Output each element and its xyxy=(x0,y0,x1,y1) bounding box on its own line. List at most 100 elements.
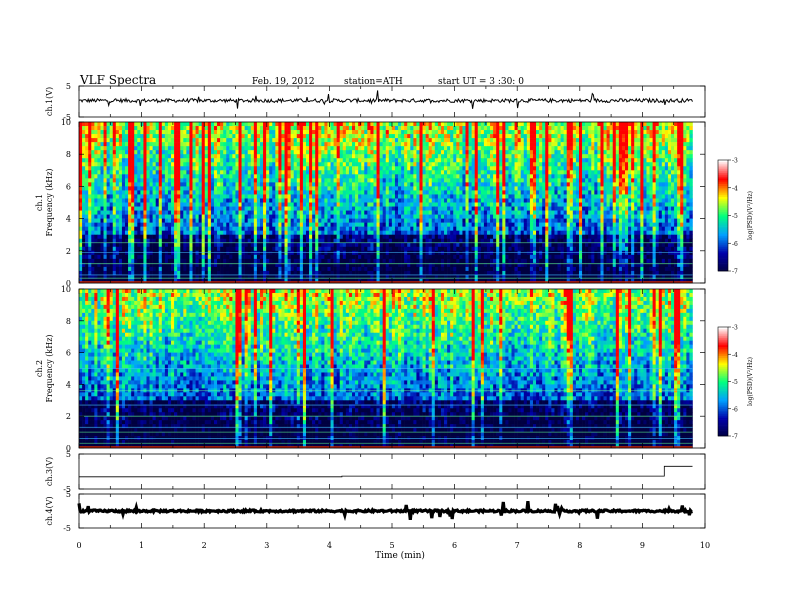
heatmap-cell xyxy=(431,126,436,131)
heatmap-cell xyxy=(327,194,331,199)
heatmap-cell xyxy=(628,194,632,199)
heatmap-cell xyxy=(637,138,641,143)
heatmap-cell xyxy=(431,174,436,179)
heatmap-cell xyxy=(459,170,463,175)
heatmap-cell xyxy=(563,138,568,143)
heatmap-cell xyxy=(250,174,255,179)
heatmap-cell xyxy=(278,174,282,179)
heatmap-cell xyxy=(459,150,463,155)
heatmap-cell xyxy=(217,170,221,175)
heatmap-cell xyxy=(499,178,503,183)
heatmap-cell xyxy=(125,122,129,127)
heatmap-cell xyxy=(634,138,638,143)
heatmap-cell xyxy=(315,162,319,167)
heatmap-cell xyxy=(637,162,641,167)
heatmap-cell xyxy=(174,150,178,155)
heatmap-cell xyxy=(355,122,359,127)
heatmap-cell xyxy=(582,194,586,199)
heatmap-cell xyxy=(465,218,469,223)
heatmap-cell xyxy=(180,218,184,223)
heatmap-cell xyxy=(309,158,313,163)
heatmap-cell xyxy=(575,126,580,131)
heatmap-cell xyxy=(379,162,383,167)
heatmap-cell xyxy=(499,146,503,151)
heatmap-cell xyxy=(235,158,239,163)
heatmap-cell xyxy=(361,142,365,147)
heatmap-cell xyxy=(634,190,638,195)
heatmap-cell xyxy=(318,126,322,131)
heatmap-cell xyxy=(210,186,215,191)
heatmap-cell xyxy=(315,150,319,155)
heatmap-cell xyxy=(364,154,368,159)
heatmap-cell xyxy=(195,206,199,211)
heatmap-cell xyxy=(486,130,491,135)
heatmap-cell xyxy=(652,126,656,131)
heatmap-cell xyxy=(526,166,531,171)
heatmap-cell xyxy=(677,186,681,191)
heatmap-cell xyxy=(155,194,160,199)
heatmap-cell xyxy=(128,166,132,171)
heatmap-cell xyxy=(201,178,206,183)
heatmap-cell xyxy=(477,194,482,199)
heatmap-cell xyxy=(149,214,153,219)
heatmap-cell xyxy=(379,126,383,131)
heatmap-cell xyxy=(131,214,135,219)
heatmap-cell xyxy=(437,122,442,127)
heatmap-cell xyxy=(496,170,500,175)
heatmap-cell xyxy=(425,162,429,167)
heatmap-cell xyxy=(250,150,255,155)
heatmap-cell xyxy=(235,142,239,147)
heatmap-cell xyxy=(103,146,107,151)
heatmap-cell xyxy=(551,174,555,179)
heatmap-cell xyxy=(588,174,592,179)
heatmap-cell xyxy=(259,134,264,139)
heatmap-cell xyxy=(226,126,230,131)
heatmap-cell xyxy=(250,134,255,139)
heatmap-cell xyxy=(428,166,433,171)
heatmap-cell xyxy=(256,214,261,219)
heatmap-cell xyxy=(582,158,586,163)
heatmap-cell xyxy=(106,214,110,219)
heatmap-cell xyxy=(241,210,245,215)
heatmap-cell xyxy=(281,126,285,131)
heatmap-cell xyxy=(121,194,126,199)
heatmap-cell xyxy=(210,126,215,131)
heatmap-cell xyxy=(263,206,267,211)
heatmap-cell xyxy=(309,122,313,127)
heatmap-cell xyxy=(361,158,365,163)
heatmap-cell xyxy=(652,202,656,207)
heatmap-cell xyxy=(97,154,101,159)
heatmap-cell xyxy=(628,154,632,159)
heatmap-cell xyxy=(256,202,261,207)
heatmap-cell xyxy=(563,186,568,191)
heatmap-cell xyxy=(183,174,187,179)
heatmap-cell xyxy=(407,194,411,199)
heatmap-cell xyxy=(302,210,307,215)
heatmap-cell xyxy=(352,122,356,127)
heatmap-cell xyxy=(180,126,184,131)
heatmap-cell xyxy=(631,174,635,179)
heatmap-cell xyxy=(548,178,552,183)
heatmap-cell xyxy=(566,170,571,175)
heatmap-cell xyxy=(272,134,276,139)
heatmap-cell xyxy=(505,122,509,127)
heatmap-cell xyxy=(223,178,227,183)
heatmap-cell xyxy=(450,214,454,219)
heatmap-cell xyxy=(342,126,347,131)
heatmap-cell xyxy=(91,150,95,155)
heatmap-cell xyxy=(398,214,402,219)
heatmap-cell xyxy=(594,130,598,135)
heatmap-cell xyxy=(376,134,380,139)
heatmap-cell xyxy=(256,130,261,135)
heatmap-cell xyxy=(100,198,104,203)
heatmap-cell xyxy=(514,138,518,143)
heatmap-cell xyxy=(398,218,402,223)
heatmap-cell xyxy=(532,202,537,207)
heatmap-cell xyxy=(161,206,166,211)
heatmap-cell xyxy=(407,218,411,223)
heatmap-cell xyxy=(529,162,534,167)
heatmap-cell xyxy=(680,150,684,155)
heatmap-cell xyxy=(471,150,475,155)
heatmap-cell xyxy=(355,214,359,219)
heatmap-cell xyxy=(425,166,429,171)
